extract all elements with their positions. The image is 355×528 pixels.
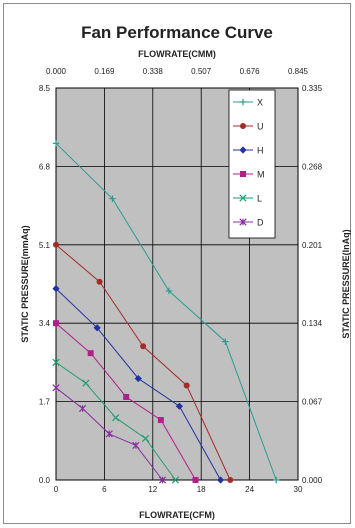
legend-label-u: U [257, 122, 264, 132]
data-point-d [52, 384, 60, 392]
data-point-x [222, 338, 229, 345]
x-tick-label: 6 [102, 485, 107, 494]
top-tick-label: 0.676 [240, 67, 261, 76]
right-axis-label: STATIC PRESSURE(InAq) [341, 229, 351, 338]
legend-marker-l [239, 194, 247, 202]
data-point-x [273, 476, 280, 484]
data-point-x [165, 287, 173, 295]
data-point-m [123, 393, 130, 400]
legend-label-l: L [257, 194, 262, 204]
data-point-u [183, 382, 190, 389]
data-point-u [96, 278, 103, 285]
top-axis-label: FLOWRATE(CMM) [138, 49, 216, 59]
data-point-l [52, 358, 60, 367]
data-point-l [141, 434, 150, 443]
right-tick-label: 0.201 [302, 241, 323, 250]
data-point-h [175, 402, 184, 410]
legend-label-x: X [257, 98, 263, 108]
data-point-d [78, 404, 87, 413]
chart-title: Fan Performance Curve [81, 23, 273, 42]
plot-area: 0 0.000 0.0 0.000 6 0.169 1.7 0.067 12 0.338 3.4 0.… [39, 67, 323, 494]
legend-marker-h [239, 146, 247, 154]
y-axis-label: STATIC PRESSURE(mmAq) [20, 225, 30, 342]
x-tick-label: 0 [54, 485, 59, 494]
top-tick-label: 0.169 [94, 67, 115, 76]
data-point-m [192, 477, 199, 483]
legend-label-h: H [257, 146, 264, 156]
data-point-l [112, 414, 120, 422]
legend-marker-m [240, 171, 246, 177]
right-tick-label: 0.134 [302, 319, 323, 328]
y-tick-label: 3.4 [39, 319, 51, 328]
legend: X U H M L D [228, 89, 276, 239]
right-tick-label: 0.335 [302, 84, 323, 93]
data-point-m [87, 350, 94, 357]
x-tick-label: 24 [245, 485, 254, 494]
y-tick-label: 1.7 [39, 398, 51, 407]
right-tick-label: 0.067 [302, 398, 323, 407]
y-tick-label: 8.5 [39, 84, 51, 93]
data-point-h [216, 476, 225, 484]
data-point-l [82, 379, 90, 387]
right-tick-label: 0.268 [302, 162, 323, 171]
data-point-u [53, 241, 59, 248]
top-tick-label: 0.338 [143, 67, 164, 76]
top-tick-label: 0.845 [288, 67, 309, 76]
y-tick-label: 0.0 [39, 476, 51, 485]
x-tick-label: 18 [197, 485, 206, 494]
data-point-u [227, 477, 234, 483]
data-point-l [171, 476, 180, 484]
data-point-h [93, 324, 101, 332]
data-point-d [158, 476, 167, 484]
legend-marker-x [239, 98, 247, 106]
legend-box [228, 89, 276, 239]
data-point-d [132, 441, 140, 450]
data-point-m [53, 320, 59, 327]
top-tick-label: 0.000 [46, 67, 67, 76]
x-axis-label: FLOWRATE(CFM) [139, 510, 215, 520]
legend-label-m: M [257, 170, 265, 180]
data-point-u [140, 343, 147, 350]
y-tick-label: 6.8 [39, 162, 51, 171]
legend-marker-u [240, 123, 246, 129]
data-point-d [105, 430, 113, 438]
data-point-x [52, 140, 60, 147]
legend-marker-d [239, 218, 247, 226]
y-tick-label: 5.1 [39, 241, 51, 250]
x-tick-label: 30 [294, 485, 303, 494]
top-tick-label: 0.507 [191, 67, 212, 76]
data-point-h [52, 285, 60, 293]
right-tick-label: 0.000 [302, 476, 323, 485]
data-point-h [134, 374, 142, 383]
data-point-m [157, 417, 164, 424]
data-point-x [109, 195, 116, 202]
legend-label-d: D [257, 218, 264, 228]
x-tick-label: 12 [148, 485, 157, 494]
